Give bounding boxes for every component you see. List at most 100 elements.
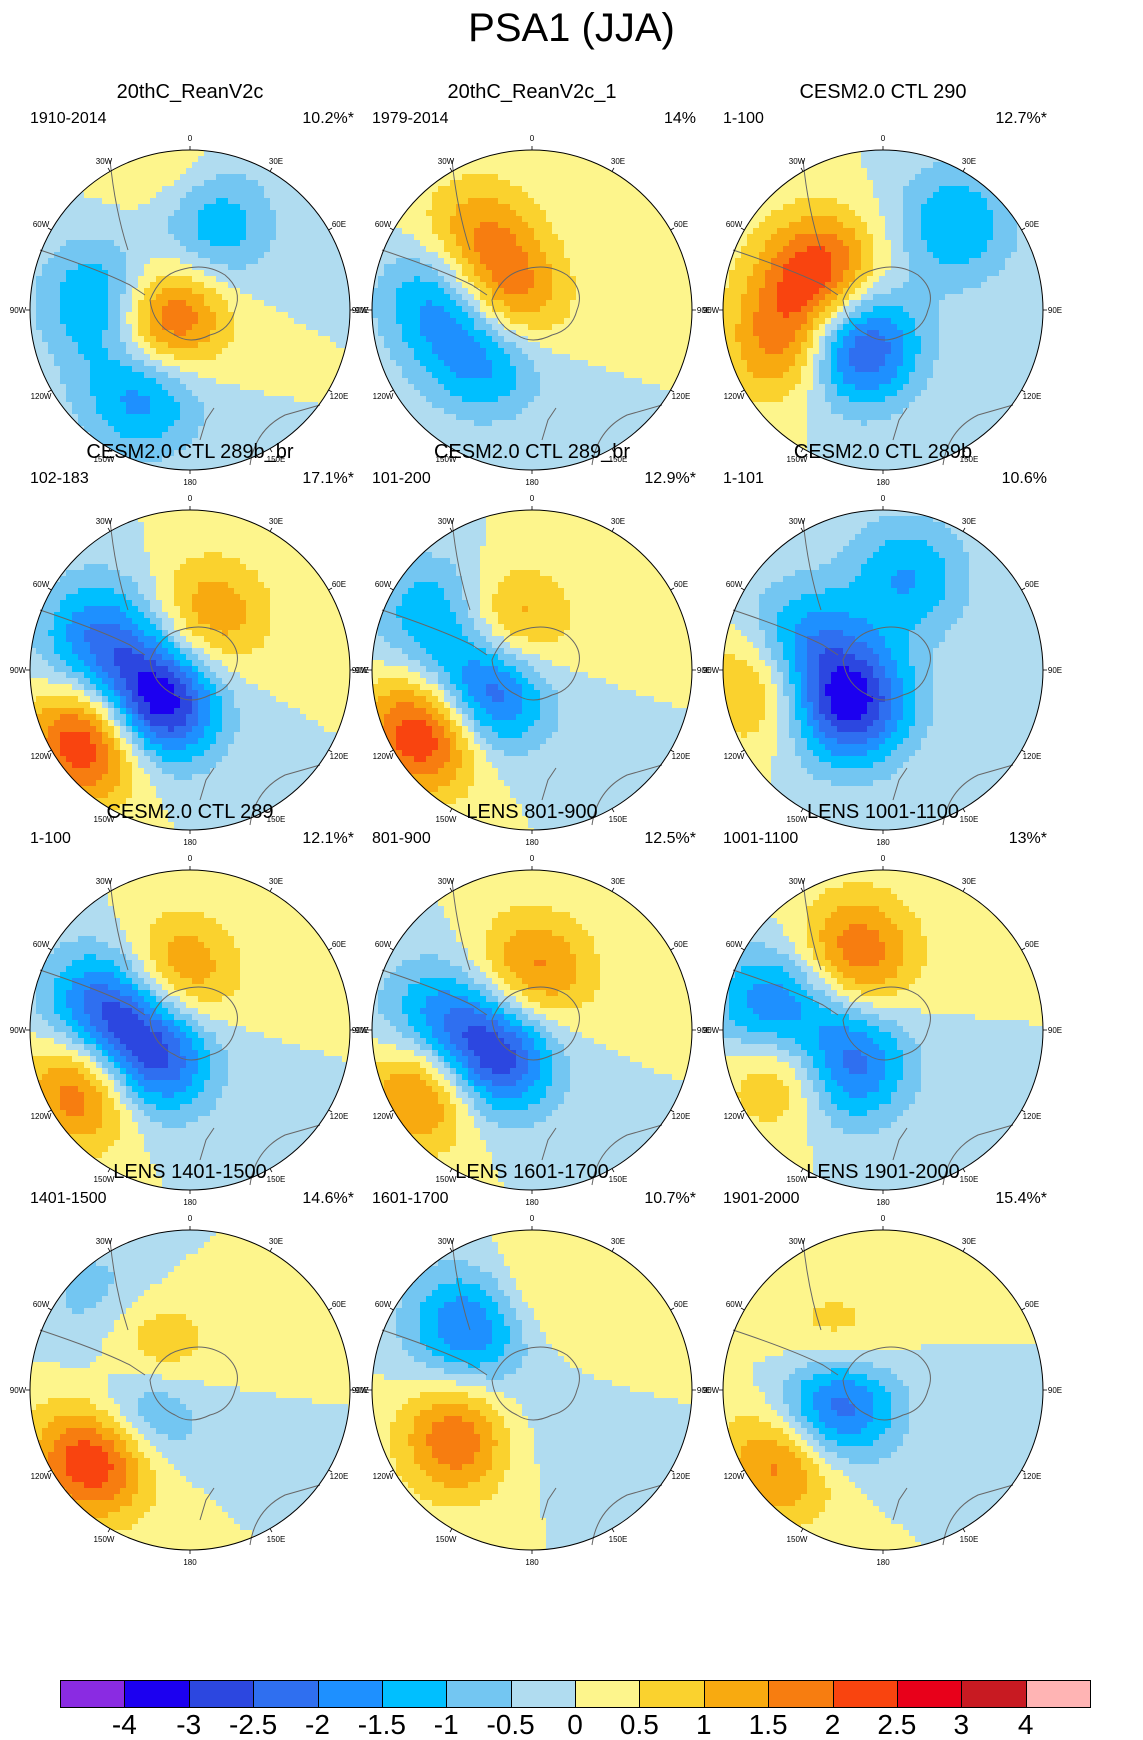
longitude-label: 90W <box>352 1026 369 1035</box>
longitude-tick <box>270 528 272 531</box>
colorbar-label: 1.5 <box>749 1710 788 1740</box>
longitude-label: 30W <box>438 1237 455 1246</box>
longitude-label: 150W <box>787 1535 808 1544</box>
longitude-label: 90W <box>703 1026 720 1035</box>
longitude-label: 30E <box>962 517 976 526</box>
longitude-tick <box>612 888 614 891</box>
panel-title: CESM2.0 CTL 289_br <box>352 440 712 464</box>
colorbar-label: 0 <box>567 1710 583 1740</box>
longitude-label: 180 <box>876 1558 890 1567</box>
longitude-label: 120E <box>1023 752 1042 761</box>
anomaly-field <box>30 870 355 1195</box>
anomaly-field <box>723 1230 1048 1555</box>
longitude-label: 60E <box>1025 580 1039 589</box>
longitude-tick <box>612 1248 614 1251</box>
longitude-label: 150W <box>436 1535 457 1544</box>
longitude-label: 0 <box>530 134 535 143</box>
longitude-label: 180 <box>183 1558 197 1567</box>
colorbar-label: 2 <box>825 1710 841 1740</box>
anomaly-field <box>372 1230 697 1555</box>
longitude-label: 60W <box>33 940 50 949</box>
longitude-label: 60E <box>332 1300 346 1309</box>
longitude-label: 60E <box>674 220 688 229</box>
page-title: PSA1 (JJA) <box>0 4 1143 52</box>
longitude-label: 120E <box>672 752 691 761</box>
longitude-label: 30E <box>269 1237 283 1246</box>
longitude-label: 30E <box>962 157 976 166</box>
longitude-label: 60W <box>726 220 743 229</box>
longitude-tick <box>270 888 272 891</box>
longitude-tick <box>612 528 614 531</box>
longitude-label: 90W <box>703 666 720 675</box>
longitude-tick <box>801 888 803 891</box>
longitude-label: 30W <box>789 157 806 166</box>
longitude-label: 30E <box>611 517 625 526</box>
longitude-tick <box>270 1529 272 1532</box>
colorbar-swatch <box>1026 1680 1091 1708</box>
anomaly-field <box>30 1230 355 1555</box>
longitude-tick <box>963 528 965 531</box>
longitude-label: 60E <box>332 580 346 589</box>
colorbar-swatch <box>318 1680 383 1708</box>
longitude-tick <box>450 168 452 171</box>
longitude-tick <box>801 528 803 531</box>
longitude-tick <box>270 1248 272 1251</box>
longitude-label: 0 <box>188 1214 193 1223</box>
colorbar-label: -0.5 <box>487 1710 535 1740</box>
longitude-label: 120W <box>373 1112 394 1121</box>
longitude-label: 0 <box>881 854 886 863</box>
colorbar-swatch <box>382 1680 447 1708</box>
colorbar-swatch <box>511 1680 576 1708</box>
longitude-tick <box>450 528 452 531</box>
longitude-tick <box>450 1529 452 1532</box>
anomaly-field <box>723 870 1048 1195</box>
longitude-label: 60W <box>375 580 392 589</box>
colorbar-label: 4 <box>1018 1710 1034 1740</box>
longitude-label: 90W <box>352 306 369 315</box>
longitude-label: 0 <box>881 134 886 143</box>
anomaly-field <box>723 510 1048 835</box>
longitude-label: 30W <box>96 517 113 526</box>
anomaly-field <box>372 870 697 1195</box>
longitude-tick <box>612 1529 614 1532</box>
longitude-label: 0 <box>881 494 886 503</box>
longitude-label: 60W <box>375 220 392 229</box>
panel-title: CESM2.0 CTL 289b_br <box>10 440 370 464</box>
panel-title: LENS 801-900 <box>352 800 712 824</box>
longitude-label: 120E <box>1023 392 1042 401</box>
panel-title: LENS 1901-2000 <box>703 1160 1063 1184</box>
longitude-label: 0 <box>530 1214 535 1223</box>
longitude-label: 120E <box>672 1472 691 1481</box>
longitude-label: 90W <box>10 1026 27 1035</box>
colorbar-swatch <box>189 1680 254 1708</box>
longitude-label: 30W <box>96 877 113 886</box>
longitude-label: 120W <box>31 1472 52 1481</box>
panel-title: CESM2.0 CTL 289 <box>10 800 370 824</box>
anomaly-field <box>30 510 355 835</box>
colorbar-label: 0.5 <box>620 1710 659 1740</box>
longitude-label: 60E <box>1025 940 1039 949</box>
panel-title: CESM2.0 CTL 290 <box>703 80 1063 104</box>
longitude-label: 30E <box>269 517 283 526</box>
colorbar-swatch <box>897 1680 962 1708</box>
panel-title: LENS 1601-1700 <box>352 1160 712 1184</box>
longitude-tick <box>963 168 965 171</box>
longitude-label: 60E <box>674 1300 688 1309</box>
longitude-label: 0 <box>188 134 193 143</box>
longitude-tick <box>108 528 110 531</box>
longitude-label: 120W <box>31 752 52 761</box>
longitude-label: 30E <box>611 157 625 166</box>
longitude-label: 120E <box>672 392 691 401</box>
